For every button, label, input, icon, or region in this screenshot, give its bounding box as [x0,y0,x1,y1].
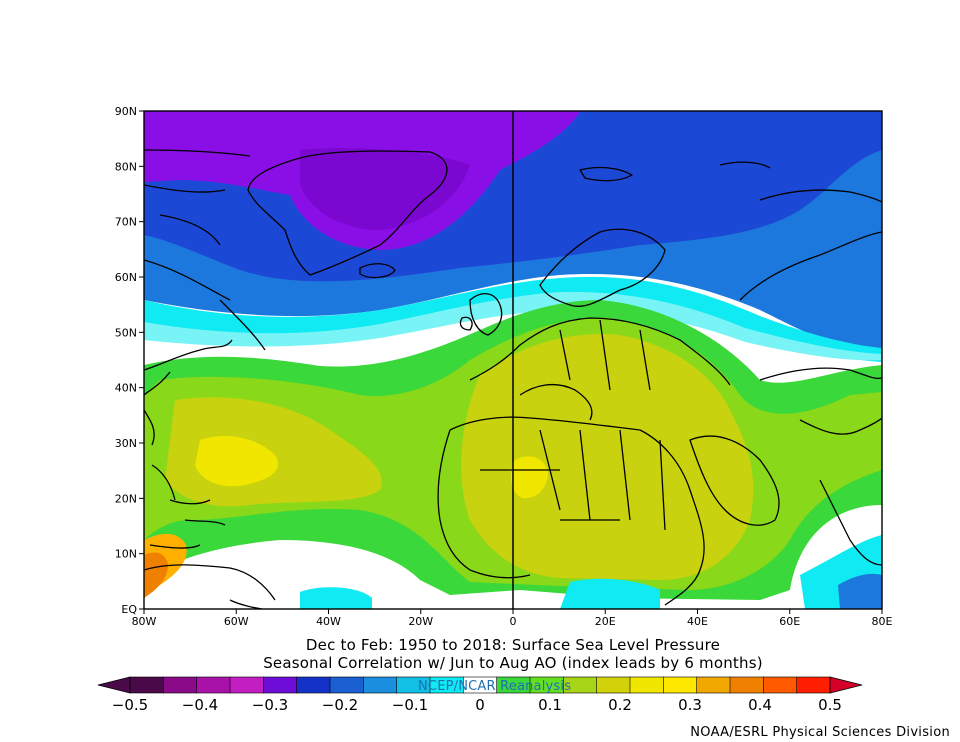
lon-label: 40E [687,615,708,628]
lat-label: 70N [115,216,137,229]
band-cyan-south1 [300,587,372,609]
lon-label: 40W [316,615,341,628]
title-line-2: Seasonal Correlation w/ Jun to Aug AO (i… [263,654,763,672]
colorbar-low-arrow [97,676,131,694]
colorbar-tick-label: 0 [475,696,485,714]
colorbar-tick-label: 0.2 [608,696,632,714]
lon-label: 0 [510,615,517,628]
europe-coast [469,317,731,421]
colorbar-cell [629,676,664,694]
lon-label: 20W [408,615,433,628]
colorbar-cell [329,676,364,694]
source-label: NCEP/NCAR Reanalysis [418,679,572,694]
colorbar-tick-label: −0.2 [322,696,358,714]
lon-label: 60E [779,615,800,628]
lat-label: 90N [115,105,137,118]
colorbar-tick-label: −0.1 [392,696,428,714]
band-cyan-south2 [560,578,660,609]
colorbar-cell [729,676,764,694]
lat-label: 80N [115,160,137,173]
colorbar: −0.5 −0.4 −0.3 −0.2 −0.1 0 0.1 0.2 0.3 0.4 0.5 [97,676,863,714]
colorbar-cell [229,676,264,694]
colorbar-cell [663,676,698,694]
lon-label: 80E [872,615,893,628]
title-line-1: Dec to Feb: 1950 to 2018: Surface Sea Le… [305,636,721,654]
greenland-coast [247,150,448,276]
asia-coast [739,231,882,566]
colorbar-cell [696,676,731,694]
lon-label: 80W [132,615,157,628]
colorbar-cell [196,676,231,694]
colorbar-tick-label: 0.5 [818,696,842,714]
band-yellow-green [165,334,754,580]
colorbar-high-arrow [829,676,863,694]
scandinavia-coast [539,228,666,307]
arabia-coast [689,435,780,526]
british-isles-coast [459,293,503,336]
colorbar-cell [296,676,331,694]
longitude-labels: 80W 60W 40W 20W 0 20E 40E 60E 80E [132,615,893,628]
colorbar-cell [129,676,164,694]
band-blue-south [838,573,882,609]
colorbar-cell [363,676,398,694]
coastlines [144,149,882,609]
credit-label: NOAA/ESRL Physical Sciences Division [690,725,950,740]
colorbar-cell [763,676,798,694]
lat-label: 10N [115,548,137,561]
lat-label: 30N [115,437,137,450]
lon-label: 20E [595,615,616,628]
latitude-labels: 90N 80N 70N 60N 50N 40N 30N 20N 10N EQ [115,105,138,616]
lat-label: 20N [115,492,137,505]
lat-label: 40N [115,382,137,395]
colorbar-cell [263,676,298,694]
colorbar-tick-labels: −0.5 −0.4 −0.3 −0.2 −0.1 0 0.1 0.2 0.3 0.4 0.5 [112,696,842,714]
axis-ticks [139,110,883,614]
lat-label: 60N [115,271,137,284]
colorbar-cell [796,676,831,694]
colorbar-tick-label: 0.3 [678,696,702,714]
colorbar-tick-label: −0.4 [182,696,218,714]
lat-label: 50N [115,326,137,339]
caribbean-islands [149,499,226,549]
colorbar-tick-label: −0.3 [252,696,288,714]
colorbar-tick-label: 0.4 [748,696,772,714]
colorbar-cell [596,676,631,694]
band-orange [144,552,168,598]
colorbar-tick-label: −0.5 [112,696,148,714]
band-yellow [195,435,548,499]
north-america-east-coast [144,339,233,501]
lat-label: EQ [121,603,137,616]
colorbar-cells [129,676,831,694]
mediterranean-borders [480,319,666,531]
band-purple-deep [300,148,470,230]
canada-arctic-coast [144,149,266,351]
colorbar-tick-label: 0.1 [538,696,562,714]
arctic-islands [579,161,882,203]
lon-label: 60W [224,615,249,628]
iceland-coast [359,263,396,279]
band-cyan [144,276,882,362]
band-cyan-light [144,291,882,361]
colorbar-cell [163,676,198,694]
